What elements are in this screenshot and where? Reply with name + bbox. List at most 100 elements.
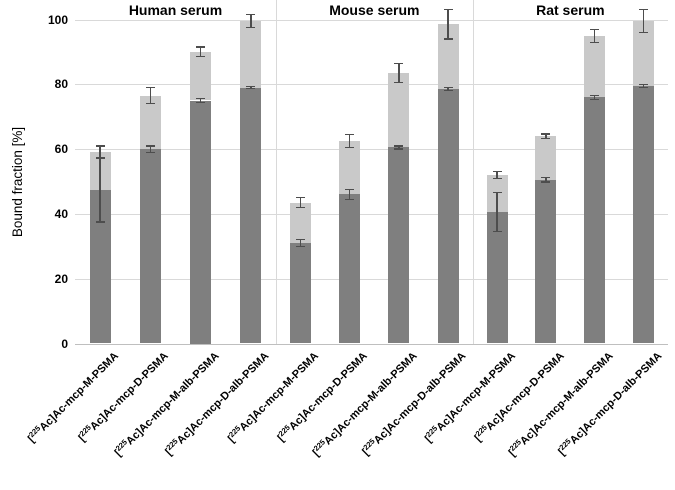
error-bar-line [398, 145, 400, 150]
bar-lower-segment [535, 179, 557, 344]
error-bar-cap [95, 158, 105, 160]
bar-upper-segment [339, 141, 361, 195]
error-bar-line [496, 171, 498, 179]
error-bar-cap [345, 188, 355, 191]
error-bar-line [99, 157, 101, 222]
error-bar-line [250, 86, 252, 89]
error-bar-cap [541, 181, 551, 183]
error-bar-line [99, 145, 101, 159]
x-axis-label: [225Ac]Ac-mcp-D-alb-PSMA [556, 350, 665, 459]
bar-upper-segment [240, 21, 262, 88]
error-bar-cap [196, 46, 206, 48]
error-bar-line [496, 192, 498, 232]
x-label-text: Ac]Ac-mcp-D-alb-PSMA [371, 350, 469, 447]
error-bar-line [199, 98, 202, 103]
error-bar-cap [443, 90, 453, 92]
y-tick-label: 0 [61, 336, 68, 351]
error-bar-cap [394, 82, 404, 84]
error-bar-cap [246, 13, 256, 16]
error-bar-line [349, 134, 351, 148]
y-tick-label: 80 [54, 77, 68, 92]
bar-upper-segment [290, 202, 312, 244]
error-bar-cap [196, 56, 206, 58]
bar-lower-segment [290, 243, 312, 344]
error-bar-line [447, 9, 449, 39]
bar-lower-segment [190, 100, 212, 344]
bar-upper-segment [190, 51, 212, 101]
bar-lower-segment [339, 194, 361, 344]
error-bar-line [398, 63, 400, 83]
error-bar-cap [345, 133, 355, 136]
gridline [75, 278, 668, 280]
error-bar-cap [590, 94, 600, 96]
gridline [75, 213, 668, 215]
error-bar-line [545, 133, 547, 139]
panel-title: Mouse serum [329, 2, 420, 18]
x-axis-label: [225Ac]Ac-mcp-D-alb-PSMA [163, 350, 272, 459]
error-bar-cap [492, 171, 502, 173]
bar-lower-segment [486, 212, 508, 344]
error-bar-cap [296, 206, 306, 209]
error-bar-cap [443, 86, 453, 89]
y-tick-label: 60 [54, 142, 68, 157]
error-bar-cap [492, 192, 502, 194]
error-bar-line [250, 14, 252, 28]
error-bar-cap [246, 26, 256, 29]
error-bar-cap [590, 28, 600, 30]
gridline [75, 149, 668, 151]
x-axis-label: [225Ac]Ac-mcp-D-PSMA [472, 350, 567, 445]
error-bar-cap [145, 103, 155, 105]
bar-upper-segment [139, 95, 161, 150]
bar-upper-segment [437, 24, 459, 90]
error-bar-cap [145, 86, 155, 89]
bar-lower-segment [437, 89, 459, 344]
bar-lower-segment [584, 97, 606, 344]
x-axis-line [75, 343, 668, 345]
error-bar-cap [492, 177, 502, 179]
error-bar-cap [590, 98, 600, 100]
error-bar-cap [345, 198, 355, 200]
x-label-text: Ac]Ac-mcp-M-alb-PSMA [517, 350, 616, 448]
x-label-text: Ac]Ac-mcp-M-alb-PSMA [123, 350, 222, 448]
error-bar-line [149, 145, 152, 153]
panel-separator [276, 0, 277, 344]
error-bar-cap [639, 31, 649, 34]
error-bar-cap [246, 88, 256, 90]
y-tick-label: 100 [47, 12, 68, 27]
error-bar-line [299, 239, 302, 247]
error-bar-cap [196, 97, 206, 99]
x-axis-label: [225Ac]Ac-mcp-M-PSMA [422, 350, 518, 446]
error-bar-cap [145, 151, 155, 153]
bar-lower-segment [388, 147, 410, 344]
error-bar-cap [639, 86, 649, 88]
error-bar-line [199, 47, 202, 57]
bar-lower-segment [633, 85, 655, 344]
error-bar-cap [95, 145, 105, 147]
x-axis-label: [225Ac]Ac-mcp-D-alb-PSMA [361, 350, 470, 459]
x-axis-label: [225Ac]Ac-mcp-D-PSMA [276, 350, 371, 445]
bar-upper-segment [584, 35, 606, 98]
x-axis-label: [225Ac]Ac-mcp-D-PSMA [77, 350, 172, 445]
error-bar-cap [394, 148, 404, 150]
error-bar-cap [443, 9, 453, 11]
bar-lower-segment [240, 87, 262, 344]
error-bar-cap [296, 197, 306, 199]
gridline [75, 84, 668, 86]
panel-title: Human serum [128, 2, 223, 18]
error-bar-line [149, 87, 152, 104]
x-axis-label: [225Ac]Ac-mcp-M-PSMA [226, 350, 322, 446]
error-bar-cap [394, 62, 404, 64]
x-axis-label: [225Ac]Ac-mcp-M-PSMA [25, 350, 121, 446]
error-bar-cap [590, 41, 600, 43]
error-bar-cap [145, 145, 155, 147]
error-bar-cap [492, 231, 502, 233]
error-bar-cap [394, 145, 404, 147]
error-bar-cap [639, 83, 649, 86]
bar-lower-segment [139, 149, 161, 344]
bar-upper-segment [535, 136, 557, 180]
error-bar-line [447, 87, 449, 91]
error-bar-line [642, 9, 645, 33]
error-bar-cap [541, 137, 551, 140]
error-bar-cap [443, 38, 453, 40]
